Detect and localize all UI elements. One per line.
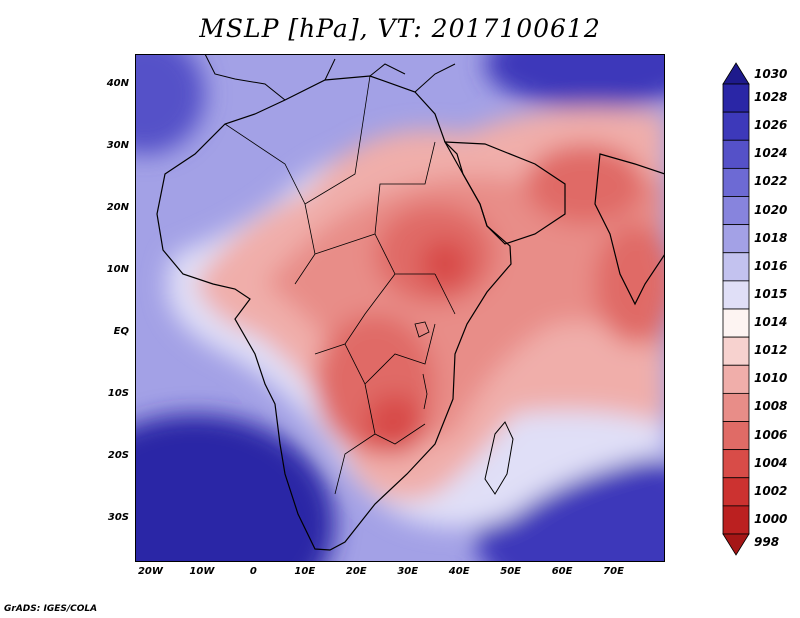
colorbar-level-label: 1018	[754, 230, 788, 245]
south-atlantic-high	[135, 414, 335, 562]
colorbar-swatch	[722, 280, 750, 310]
colorbar-level-label: 998	[754, 534, 780, 549]
colorbar-swatch	[722, 139, 750, 169]
colorbar-swatch	[722, 336, 750, 366]
colorbar-level-label: 1012	[754, 343, 788, 358]
colorbar-level-label: 1016	[754, 258, 788, 273]
colorbar-swatch	[722, 308, 750, 338]
central-asia-high	[485, 54, 665, 109]
map-frame	[135, 54, 665, 562]
indian-subcontinent	[594, 153, 665, 306]
europe-coastline	[204, 54, 456, 101]
colorbar-swatch	[722, 62, 750, 85]
lake-victoria	[414, 321, 430, 338]
map-title: MSLP [hPa], VT: 2017100612	[199, 14, 601, 43]
colorbar-swatch	[722, 477, 750, 507]
colorbar-swatch	[722, 505, 750, 535]
colorbar-level-label: 1006	[754, 427, 788, 442]
lon-tick-label: 70E	[603, 566, 624, 577]
lon-tick-label: 60E	[551, 566, 573, 577]
colorbar-level-label: 1010	[754, 371, 788, 386]
colorbar-swatch	[722, 252, 750, 282]
lon-tick-label: 40E	[448, 566, 470, 577]
colorbar-swatch	[722, 83, 750, 113]
colorbar-level-label: 1020	[754, 202, 788, 217]
colorbar-level-label: 1000	[754, 511, 788, 526]
lat-tick-label: 30S	[107, 511, 129, 523]
lat-tick-label: 40N	[106, 77, 129, 89]
colorbar-swatch	[722, 167, 750, 197]
colorbar-swatch	[722, 111, 750, 141]
map-svg	[135, 54, 665, 562]
colorbar-swatch	[722, 449, 750, 479]
country-borders	[224, 75, 456, 495]
footer-credit: GrADS: IGES/COLA	[4, 604, 98, 614]
colorbar-level-label: 1002	[754, 483, 788, 498]
colorbar-swatch	[722, 224, 750, 254]
lat-tick-label: 20N	[106, 201, 129, 213]
colorbar-level-label: 1022	[754, 174, 788, 189]
madagascar	[484, 421, 514, 495]
lon-tick-label: 10E	[294, 566, 316, 577]
lake-malawi	[422, 373, 428, 410]
colorbar-level-label: 1008	[754, 399, 788, 414]
colorbar	[722, 62, 750, 556]
lat-tick-label: 10S	[107, 387, 129, 399]
colorbar-level-label: 1004	[754, 455, 788, 470]
lat-tick-label: EQ	[113, 325, 129, 337]
lat-tick-label: 30N	[106, 139, 129, 151]
lon-tick-label: 50E	[500, 566, 521, 577]
lon-tick-label: 30E	[397, 566, 419, 577]
azores-high	[135, 54, 205, 154]
colorbar-level-label: 1024	[754, 146, 788, 161]
colorbar-swatch	[722, 392, 750, 422]
lon-tick-label: 20W	[137, 566, 163, 577]
colorbar-svg	[722, 62, 750, 556]
lon-tick-label: 0	[249, 566, 257, 577]
colorbar-swatch	[722, 364, 750, 394]
colorbar-level-label: 1030	[754, 67, 788, 82]
lon-tick-label: 20E	[345, 566, 367, 577]
lon-tick-label: 10W	[189, 566, 215, 577]
lat-tick-label: 10N	[106, 263, 129, 275]
colorbar-swatch	[722, 196, 750, 226]
colorbar-swatch	[722, 421, 750, 451]
arabian-peninsula	[443, 141, 566, 245]
colorbar-level-label: 1026	[754, 118, 788, 133]
colorbar-level-label: 1015	[754, 286, 788, 301]
pressure-map	[135, 54, 665, 562]
colorbar-level-label: 1028	[754, 90, 788, 105]
colorbar-swatch	[722, 533, 750, 556]
lat-tick-label: 20S	[107, 449, 129, 461]
africa-coastline	[156, 75, 512, 551]
colorbar-level-label: 1014	[754, 315, 788, 330]
